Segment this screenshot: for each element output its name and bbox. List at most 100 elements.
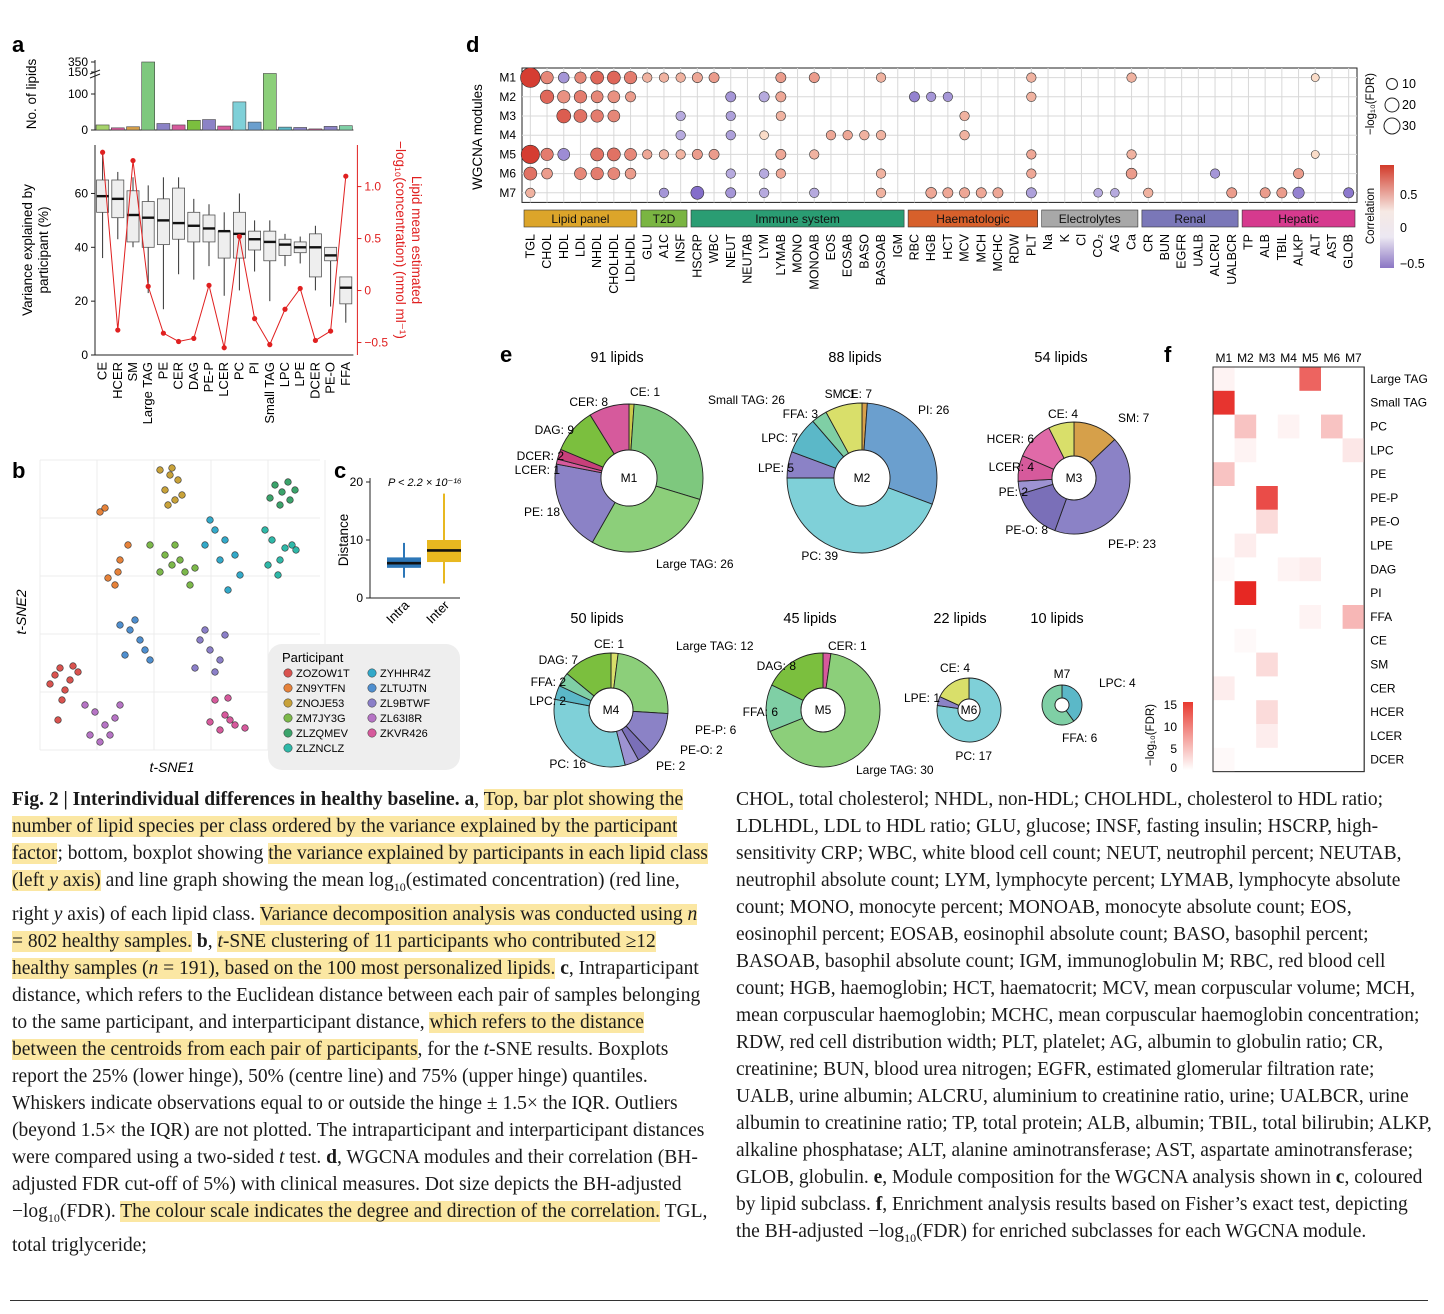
d-dot bbox=[624, 167, 637, 180]
d-dot bbox=[875, 130, 887, 141]
d-col-label: MONOAB bbox=[807, 234, 821, 290]
d-dot bbox=[859, 130, 870, 141]
e-module-total: 91 lipids bbox=[590, 350, 643, 366]
a-mean-point bbox=[282, 306, 288, 312]
e-slice-label: CER: 8 bbox=[569, 395, 608, 409]
f-row-label: LPE bbox=[1370, 539, 1393, 553]
e-hole bbox=[800, 687, 846, 733]
f-col-label: M2 bbox=[1237, 351, 1254, 365]
d-dot bbox=[590, 147, 604, 162]
a-box-Large TAG bbox=[141, 201, 155, 248]
a-right-ytick-label: 0 bbox=[364, 284, 371, 298]
a-mean-point bbox=[206, 282, 212, 288]
d-group-label: Renal bbox=[1174, 212, 1205, 226]
c-ytick-label: 0 bbox=[356, 591, 363, 605]
b-point bbox=[206, 516, 214, 524]
e-slice-label: Small TAG: 26 bbox=[708, 393, 785, 407]
d-dot bbox=[1259, 187, 1271, 199]
f-row-label: CE bbox=[1370, 634, 1387, 648]
d-dot bbox=[607, 70, 621, 85]
d-dot bbox=[590, 109, 604, 123]
panel-label-e: e bbox=[500, 342, 512, 367]
a-xtick-label: DCER bbox=[307, 362, 322, 399]
d-dot bbox=[607, 147, 621, 162]
b-point bbox=[66, 676, 74, 684]
a-top-ytick-label: 0 bbox=[81, 123, 88, 137]
b-point bbox=[168, 561, 176, 569]
b-point bbox=[221, 631, 229, 639]
a-right-ytick-label: −0.5 bbox=[364, 336, 388, 350]
panel-f: f M1 M2 M3 M4 M5 M6 M7 Large TAG Small TAG PC LPC PE… bbox=[1145, 342, 1428, 775]
b-legend-label: ZKVR426 bbox=[380, 728, 428, 740]
d-dot bbox=[1143, 187, 1154, 198]
d-col-label: Ca bbox=[1125, 234, 1139, 250]
d-dot bbox=[775, 91, 787, 103]
b-point bbox=[266, 494, 274, 502]
b-point bbox=[196, 636, 204, 644]
b-legend-swatch bbox=[367, 698, 377, 708]
a-top-ytick-label: 100 bbox=[68, 87, 88, 101]
d-colorbar-label: −0.5 bbox=[1400, 257, 1425, 271]
a-bar-DCER bbox=[308, 128, 323, 131]
d-dot bbox=[975, 187, 987, 199]
d-dot bbox=[658, 149, 670, 160]
b-point bbox=[111, 714, 119, 722]
a-xtick-label: PE-P bbox=[201, 362, 216, 392]
b-point bbox=[171, 541, 179, 549]
b-point bbox=[221, 536, 229, 544]
panel-d: d M1 M2 M3 M4 M5 M6 M7 Lipid panel T2D Immune syst… bbox=[466, 32, 1425, 294]
d-dot bbox=[708, 72, 720, 83]
f-cell bbox=[1321, 414, 1343, 439]
d-col-label: ALB bbox=[1258, 234, 1272, 258]
b-legend-swatch bbox=[283, 743, 293, 753]
b-point bbox=[156, 568, 164, 576]
b-point bbox=[166, 471, 174, 479]
f-row-label: HCER bbox=[1370, 705, 1404, 719]
b-point bbox=[96, 508, 104, 516]
d-col-label: GLOB bbox=[1342, 234, 1356, 269]
d-dot bbox=[675, 110, 686, 122]
f-cell bbox=[1277, 557, 1300, 582]
b-point bbox=[101, 504, 109, 512]
d-col-label: TP bbox=[1241, 234, 1255, 250]
f-cell bbox=[1234, 438, 1257, 463]
d-col-label: TGL bbox=[523, 234, 537, 258]
a-bar-PE-P bbox=[202, 119, 216, 131]
e-slice-label: Large TAG: 30 bbox=[856, 763, 934, 777]
f-row-label: PE-P bbox=[1370, 491, 1398, 505]
d-dot bbox=[959, 110, 970, 122]
d-dot bbox=[1110, 188, 1120, 198]
d-dot bbox=[725, 91, 737, 103]
e-slice-label: CE: 4 bbox=[1048, 407, 1078, 421]
d-dot bbox=[758, 91, 770, 103]
panel-e: e CE: 1 Small TAG: 26 Large TAG: 26 PE: 18 LC… bbox=[500, 342, 1156, 777]
b-point bbox=[178, 491, 186, 499]
d-col-label: ALCRU bbox=[1208, 234, 1222, 276]
c-ylabel: Distance bbox=[336, 514, 351, 567]
d-col-label: MONO bbox=[791, 234, 805, 273]
b-point bbox=[288, 541, 296, 549]
a-bar-PE-O bbox=[323, 126, 338, 131]
b-point bbox=[278, 488, 286, 496]
d-dot bbox=[926, 91, 937, 102]
f-colorbar-title: −log₁₀(FDR) bbox=[1145, 704, 1157, 766]
d-col-label: IGM bbox=[891, 234, 905, 258]
d-dot bbox=[775, 72, 787, 83]
e-slice-label: CER: 1 bbox=[828, 639, 867, 653]
a-mean-point bbox=[236, 233, 242, 240]
b-point bbox=[168, 464, 176, 472]
d-col-label: K bbox=[1058, 233, 1072, 242]
b-point bbox=[191, 564, 199, 572]
b-legend-swatch bbox=[367, 728, 377, 738]
d-dot bbox=[809, 187, 820, 198]
d-dot bbox=[642, 149, 653, 160]
e-module-name: M4 bbox=[603, 703, 620, 717]
f-colorbar-label: 10 bbox=[1164, 720, 1178, 734]
b-point bbox=[136, 636, 144, 644]
e-slice-label: FFA: 6 bbox=[1062, 731, 1098, 745]
d-dot bbox=[909, 91, 920, 103]
f-colorbar bbox=[1183, 702, 1193, 770]
d-dot bbox=[1026, 168, 1037, 179]
c-xtick-label: Inter bbox=[423, 597, 452, 626]
d-dot bbox=[1026, 72, 1037, 83]
